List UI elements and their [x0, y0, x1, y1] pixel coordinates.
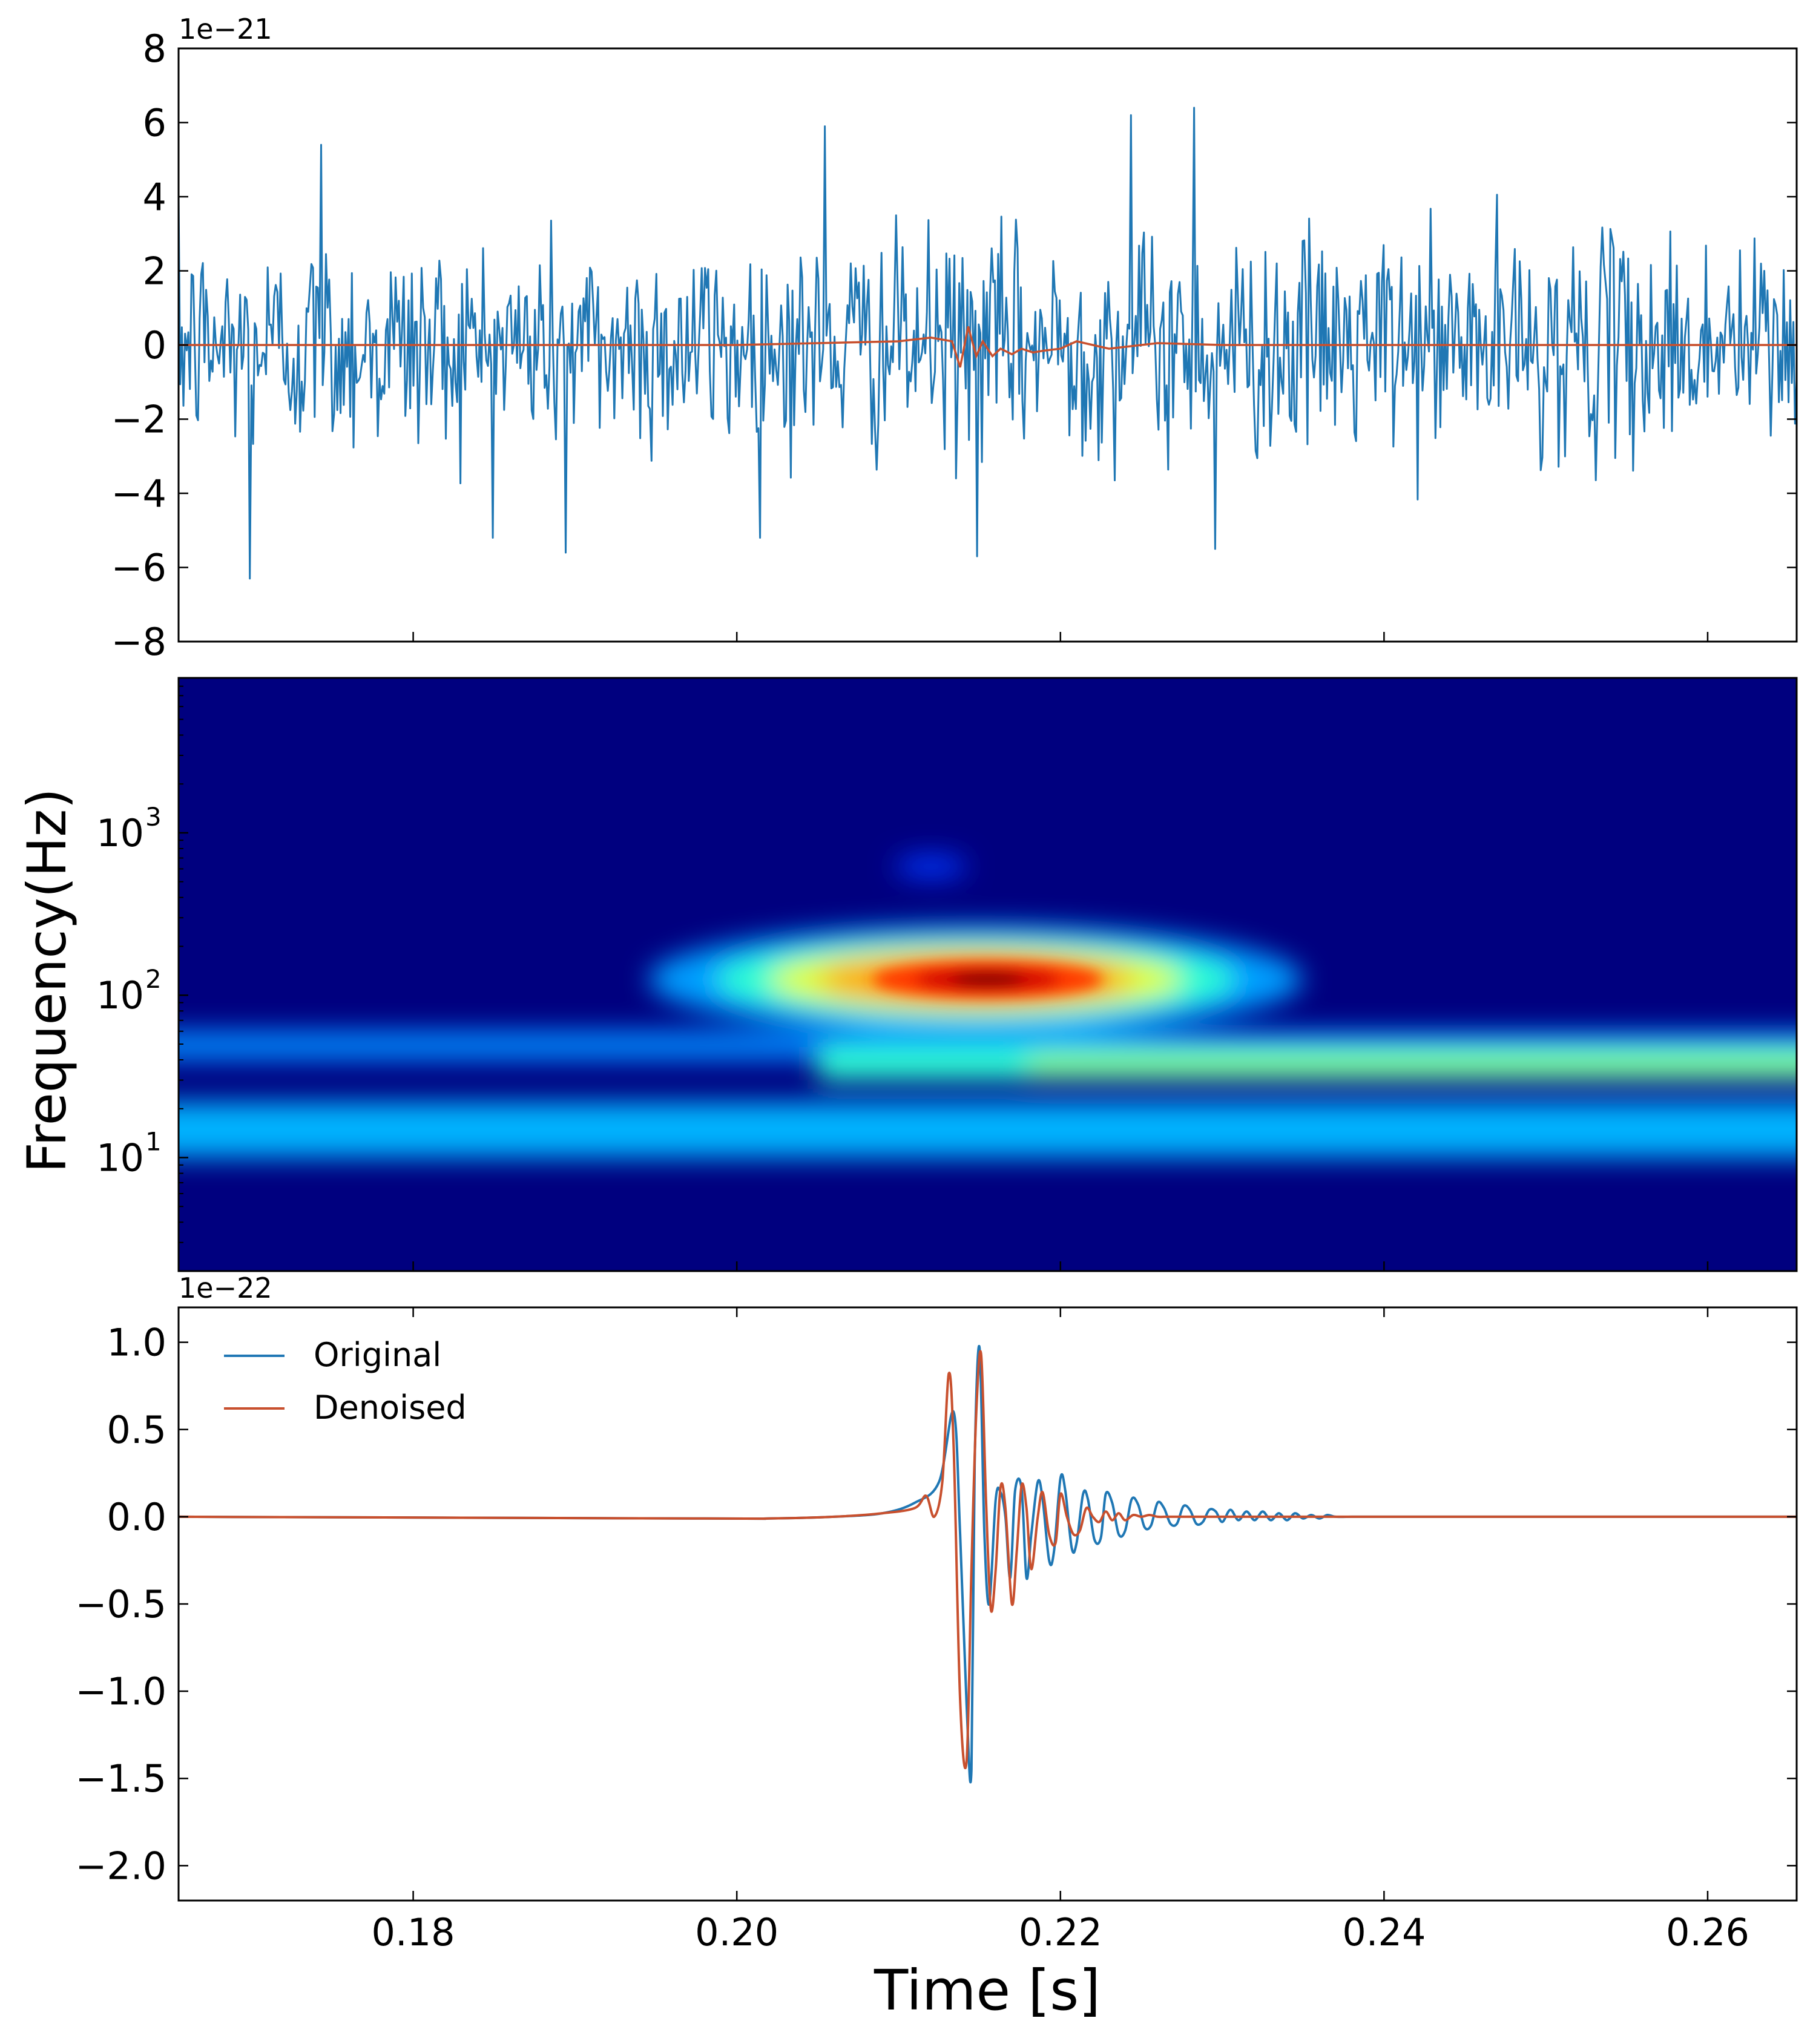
strain-ytick-label: −8 [111, 620, 166, 664]
time-xtick-label: 0.24 [1342, 1910, 1426, 1954]
strain-ytick-label: 0 [143, 323, 166, 367]
spectrogram-peak-core [951, 972, 1024, 987]
strain-ytick-label: −2 [111, 398, 166, 442]
frequency-tick-exponent: 1 [145, 1126, 162, 1156]
strain-ytick-label: 2 [143, 249, 166, 294]
denoised-waveform-line [179, 1350, 1797, 1770]
spectrogram-low-band [179, 1102, 1797, 1158]
frequency-tick-base: 10 [96, 1135, 144, 1180]
spectrogram-faint-blob [894, 855, 967, 878]
strain-ytick-label: 8 [143, 27, 166, 71]
time-xtick-label: 0.22 [1019, 1910, 1102, 1954]
strain-offset-text: 1e−21 [179, 13, 272, 45]
frequency-tick-base: 10 [96, 973, 144, 1017]
strain-ytick-label: −4 [111, 472, 166, 516]
legend: Original Denoised [224, 1336, 467, 1427]
spectrogram-image [179, 678, 1797, 1271]
waveform-ytick-label: −2.0 [75, 1844, 166, 1888]
frequency-tick-exponent: 3 [145, 802, 162, 832]
legend-label-denoised: Denoised [314, 1388, 467, 1427]
spectrogram-x-ticks [412, 1261, 1709, 1271]
strain-noise-line [179, 107, 1797, 580]
strain-plot-area [179, 107, 1797, 580]
frequency-tick-exponent: 2 [145, 964, 162, 994]
legend-label-original: Original [314, 1336, 441, 1374]
waveform-ytick-label: 0.0 [107, 1495, 166, 1539]
strain-ytick-label: 6 [143, 101, 166, 145]
time-xtick-label: 0.26 [1666, 1910, 1749, 1954]
waveform-plot-area [179, 1345, 1797, 1784]
waveform-ytick-label: −1.5 [75, 1756, 166, 1801]
time-xtick-label: 0.18 [372, 1910, 455, 1954]
strain-y-ticks: 8 6 4 2 0 −2 −4 −6 −8 [111, 27, 1797, 664]
spectrogram-axes-frame [177, 677, 1798, 1272]
waveform-ytick-label: −0.5 [75, 1582, 166, 1626]
original-waveform-line [179, 1345, 1797, 1784]
strain-denoised-line [179, 326, 1797, 368]
frequency-axis-label: Frequency(Hz) [16, 788, 78, 1173]
spectrogram-chirp-core [1028, 1056, 1797, 1074]
waveform-panel: 1.00.50.0−0.5−1.0−1.5−2.0 0.18 0.20 0.22 0.… [75, 1272, 1798, 2023]
waveform-ytick-label: 0.5 [107, 1408, 166, 1452]
time-xtick-label: 0.20 [695, 1910, 778, 1954]
spectrogram-peak [872, 961, 1103, 998]
strain-panel: 8 6 4 2 0 −2 −4 −6 −8 1e−21 [111, 13, 1798, 664]
strain-ytick-label: 4 [143, 175, 166, 219]
frequency-tick-base: 10 [96, 811, 144, 855]
waveform-offset-text: 1e−22 [179, 1272, 272, 1304]
time-x-ticks: 0.18 0.20 0.22 0.24 0.26 [372, 1307, 1749, 1954]
waveform-ytick-label: −1.0 [75, 1669, 166, 1714]
waveform-ytick-label: 1.0 [107, 1321, 166, 1365]
time-axis-label: Time [s] [874, 1958, 1101, 2023]
waveform-y-ticks: 1.0 0.5 0.0 −0.5 −1.0 −1.5 −2.0 [75, 1321, 1797, 1888]
strain-ytick-label: −6 [111, 546, 166, 590]
